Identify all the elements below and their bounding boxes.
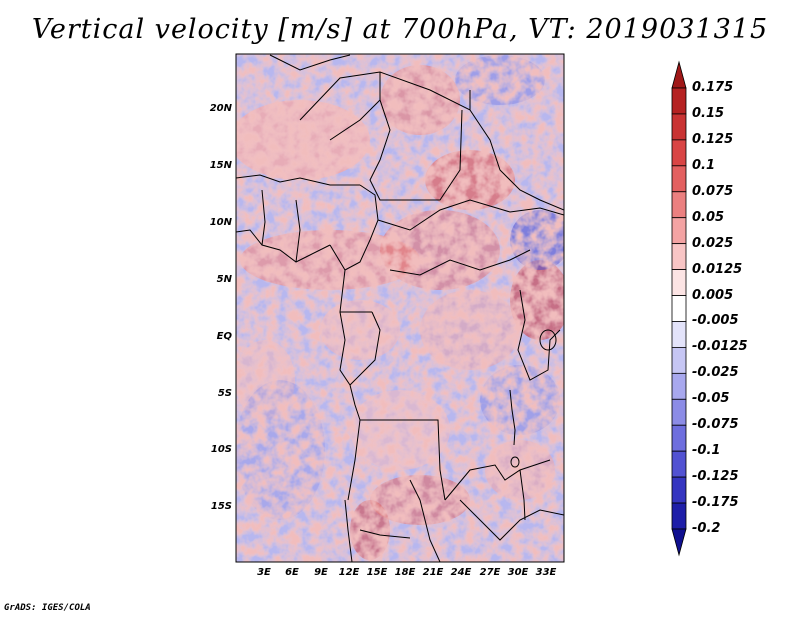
colorbar-segment bbox=[671, 372, 687, 400]
grads-credit: GrADS: IGES/COLA bbox=[4, 603, 91, 613]
colorbar-segment bbox=[671, 398, 687, 426]
colorbar-segment bbox=[671, 347, 687, 374]
colorbar-level-label: 0.1 bbox=[692, 157, 716, 173]
colorbar-level-label: 0.05 bbox=[692, 209, 725, 225]
colorbar-segment bbox=[671, 113, 687, 141]
lat-label-5s: 5S bbox=[217, 388, 232, 399]
colorbar-level-label: -0.1 bbox=[692, 443, 721, 459]
colorbar-segment bbox=[671, 450, 687, 478]
colorbar bbox=[671, 60, 687, 557]
colorbar-level-label: -0.125 bbox=[692, 469, 739, 485]
lon-label-12e: 12E bbox=[338, 567, 360, 578]
lon-label-21e: 21E bbox=[422, 567, 444, 578]
colorbar-segment bbox=[671, 424, 687, 452]
colorbar-segment bbox=[671, 502, 687, 530]
lon-label-6e: 6E bbox=[285, 567, 299, 578]
country-borders bbox=[236, 54, 564, 562]
colorbar-segment bbox=[671, 295, 687, 322]
colorbar-level-label: 0.125 bbox=[692, 131, 734, 147]
colorbar-segment bbox=[671, 476, 687, 504]
lon-label-33e: 33E bbox=[535, 567, 557, 578]
colorbar-level-label: 0.005 bbox=[692, 287, 734, 303]
colorbar-segment bbox=[671, 321, 687, 348]
colorbar-segment bbox=[671, 191, 687, 219]
colorbar-segment bbox=[671, 243, 687, 270]
lat-label-20n: 20N bbox=[209, 103, 232, 114]
lat-label-5n: 5N bbox=[216, 274, 232, 285]
colorbar-segment bbox=[671, 139, 687, 167]
colorbar-segment bbox=[671, 217, 687, 245]
fine-speckle bbox=[236, 54, 564, 562]
lat-label-eq: EQ bbox=[216, 331, 232, 342]
colorbar-level-label: -0.0125 bbox=[692, 339, 748, 355]
colorbar-level-label: -0.075 bbox=[692, 417, 739, 433]
colorbar-level-label: 0.15 bbox=[692, 105, 725, 121]
colorbar-level-label: -0.005 bbox=[692, 313, 739, 329]
lon-label-15e: 15E bbox=[366, 567, 388, 578]
colorbar-level-label: -0.2 bbox=[692, 521, 721, 536]
lon-label-3e: 3E bbox=[257, 567, 271, 578]
lakes bbox=[509, 329, 557, 521]
colorbar-level-label: -0.025 bbox=[692, 365, 739, 381]
map-panel bbox=[236, 54, 564, 562]
chart-title: Vertical velocity [m/s] at 700hPa, VT: 2… bbox=[31, 14, 769, 45]
colorbar-segment bbox=[671, 269, 687, 296]
colorbar-level-label: 0.0125 bbox=[692, 261, 743, 277]
lon-label-27e: 27E bbox=[479, 567, 501, 578]
map-frame bbox=[235, 53, 565, 563]
colorbar-top-triangle bbox=[671, 60, 687, 89]
lon-label-24e: 24E bbox=[450, 567, 472, 578]
lon-label-9e: 9E bbox=[314, 567, 328, 578]
colorbar-level-label: 0.075 bbox=[692, 183, 734, 199]
colorbar-bottom-triangle bbox=[671, 528, 687, 557]
colorbar-segment bbox=[671, 165, 687, 193]
colorbar-level-label: 0.025 bbox=[692, 235, 734, 251]
colorbar-level-label: -0.175 bbox=[692, 495, 739, 511]
lat-label-10s: 10S bbox=[210, 444, 232, 455]
lat-label-10n: 10N bbox=[209, 217, 232, 228]
lat-label-15s: 15S bbox=[210, 501, 232, 512]
colorbar-level-label: 0.175 bbox=[692, 80, 734, 95]
lon-label-18e: 18E bbox=[394, 567, 416, 578]
colorbar-segment bbox=[671, 87, 687, 115]
lon-label-30e: 30E bbox=[507, 567, 529, 578]
lat-label-15n: 15N bbox=[209, 160, 232, 171]
colorbar-level-label: -0.05 bbox=[692, 391, 730, 407]
